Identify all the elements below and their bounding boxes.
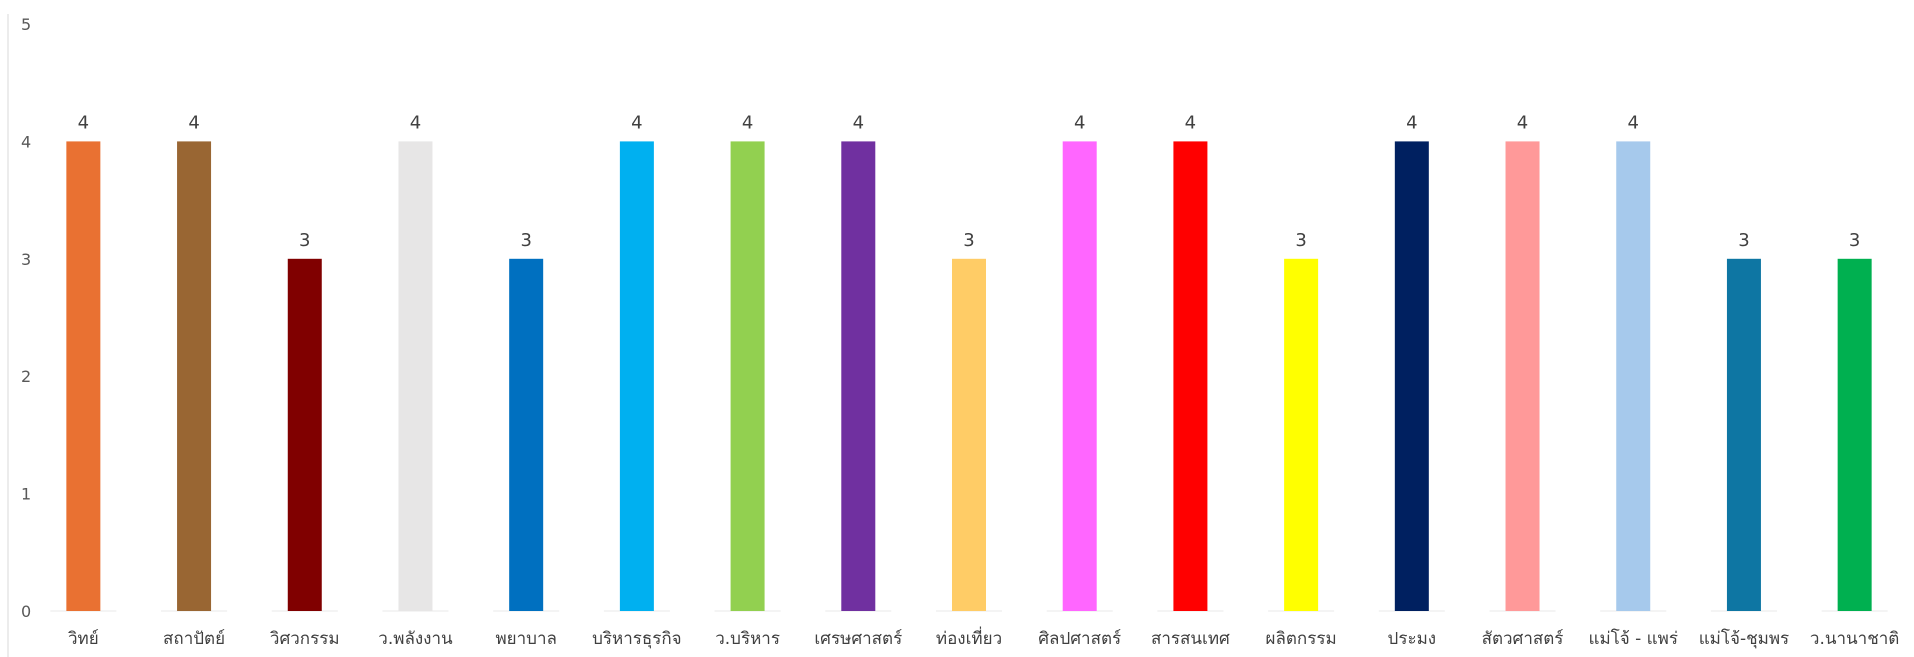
data-label: 4 (410, 112, 421, 133)
data-label: 4 (853, 112, 864, 133)
x-tick-label: แม่โจ้-ชุมพร (1699, 628, 1789, 649)
y-tick-label: 0 (21, 602, 31, 621)
bar-series (50, 141, 1888, 612)
bar (66, 141, 101, 611)
x-tick-label: วิศวกรรม (269, 629, 339, 649)
data-label: 3 (520, 230, 531, 251)
x-tick-label: เศรษศาสตร์ (814, 629, 902, 649)
x-tick-label: ผลิตกรรม (1266, 629, 1337, 649)
x-axis: วิทย์ สถาปัตย์ วิศวกรรม ว.พลังงาน พยาบาล บริห… (68, 626, 1900, 649)
data-label: 4 (1185, 112, 1196, 133)
x-tick-label: ประมง (1388, 629, 1437, 649)
bar (1173, 141, 1208, 611)
bar (1726, 258, 1761, 611)
x-tick-label: บริหารธุรกิจ (592, 629, 682, 649)
y-axis: 0 1 2 3 4 5 (21, 15, 31, 621)
data-label: 4 (631, 112, 642, 133)
bar (287, 258, 322, 611)
bar (841, 141, 876, 611)
x-tick-label: ว.นานาชาติ (1810, 629, 1899, 649)
data-label: 3 (1295, 230, 1306, 251)
bar (1505, 141, 1540, 611)
x-tick-label: พยาบาล (495, 629, 556, 649)
x-tick-label: สถาปัตย์ (163, 629, 225, 649)
y-tick-label: 4 (21, 132, 31, 151)
bar (509, 258, 544, 611)
x-tick-label: วิทย์ (68, 629, 99, 649)
x-tick-label: แม่โจ้ - แพร่ (1588, 628, 1678, 649)
bar (398, 141, 433, 611)
data-label: 3 (1738, 230, 1749, 251)
x-tick-label: สัตวศาสตร์ (1482, 629, 1564, 649)
x-tick-label: ว.บริหาร (715, 629, 780, 649)
data-label: 4 (78, 112, 89, 133)
data-label: 3 (1849, 230, 1860, 251)
data-label: 3 (299, 230, 310, 251)
data-label: 4 (188, 112, 199, 133)
bar (1062, 141, 1097, 611)
bar (619, 141, 654, 611)
data-label: 4 (1074, 112, 1085, 133)
data-label: 4 (1517, 112, 1528, 133)
bar (1616, 141, 1651, 611)
data-label: 3 (963, 230, 974, 251)
x-tick-label: สารสนเทศ (1151, 629, 1230, 649)
y-tick-label: 2 (21, 367, 31, 386)
bar (952, 258, 986, 611)
data-label: 4 (1628, 112, 1639, 133)
data-label: 4 (742, 112, 753, 133)
bar (177, 141, 212, 611)
bar (1284, 258, 1319, 611)
data-label: 4 (1406, 112, 1417, 133)
y-tick-label: 5 (21, 15, 31, 34)
x-tick-label: ศิลปศาสตร์ (1038, 629, 1121, 649)
bar (1394, 141, 1429, 611)
x-tick-label: ท่องเที่ยว (936, 626, 1002, 649)
y-tick-label: 1 (21, 485, 31, 504)
bar (730, 141, 765, 611)
x-tick-label: ว.พลังงาน (378, 629, 453, 649)
bar (1837, 258, 1872, 611)
y-tick-label: 3 (21, 250, 31, 269)
data-labels: 4 4 3 4 3 4 4 4 3 4 4 3 4 4 4 3 3 (78, 112, 1861, 250)
